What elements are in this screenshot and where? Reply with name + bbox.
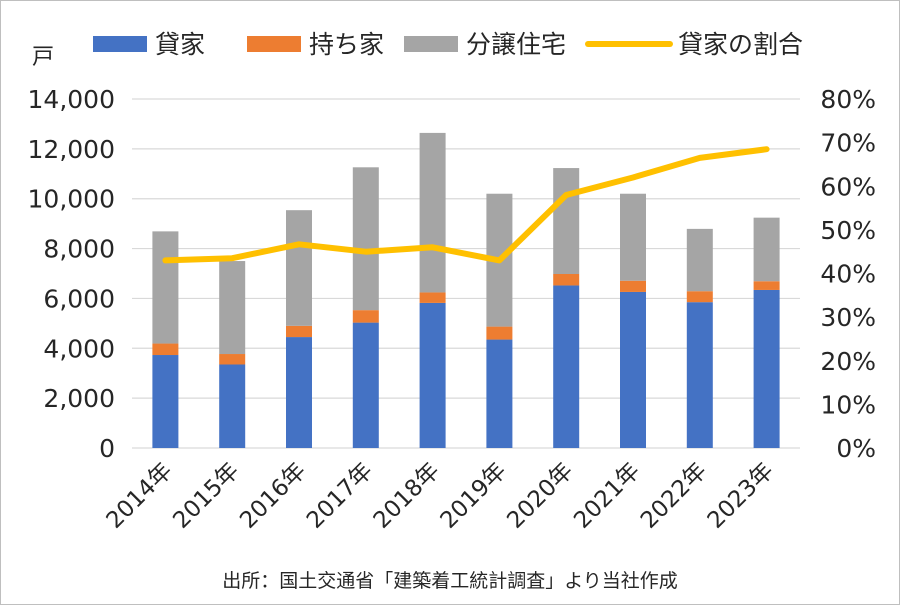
category-label: 2016年 (235, 458, 311, 534)
category-label: 2018年 (369, 458, 445, 534)
bar-segment (753, 289, 780, 448)
y2-tick-label: 70% (820, 129, 876, 158)
bar-segment (419, 132, 446, 293)
y2-tick-label: 40% (820, 260, 876, 289)
bar-segment (419, 292, 446, 303)
legend-swatch (404, 36, 458, 52)
legend: 貸家 持ち家 分譲住宅 貸家の割合 (93, 30, 803, 59)
bar-segment (686, 291, 713, 303)
legend-label: 持ち家 (309, 30, 384, 59)
bar-segment (620, 280, 646, 292)
y-axis-unit: 戸 (32, 45, 54, 70)
legend-swatch (247, 36, 301, 52)
y-tick-label: 6,000 (43, 284, 115, 313)
y2-tick-label: 30% (820, 303, 876, 332)
bar-segment (152, 355, 179, 448)
y-tick-label: 14,000 (28, 85, 115, 114)
y-tick-label: 0 (99, 434, 115, 463)
bar-segment (553, 168, 580, 274)
left-axis: 14,000 12,000 10,000 8,000 6,000 4,000 2,000 0 (28, 85, 115, 463)
right-axis: 80% 70% 60% 50% 40% 30% 20% 10% 0% (820, 85, 876, 463)
y-tick-label: 4,000 (43, 334, 115, 363)
y2-tick-label: 50% (820, 216, 876, 245)
legend-swatch (93, 36, 147, 52)
bar-segment (486, 339, 513, 448)
category-label: 2022年 (636, 458, 712, 534)
y2-tick-label: 0% (836, 434, 876, 463)
category-label: 2021年 (569, 458, 645, 534)
category-label: 2017年 (302, 458, 378, 534)
ratio-line (162, 146, 770, 264)
bar-segment (419, 302, 446, 448)
y-tick-label: 8,000 (43, 235, 115, 264)
y-tick-label: 2,000 (43, 384, 115, 413)
bar-layer (152, 132, 780, 448)
bar-segment (286, 210, 312, 326)
bar-segment (686, 228, 713, 292)
bar-segment (219, 354, 246, 365)
bar-segment (686, 302, 713, 448)
bar-segment (152, 231, 179, 344)
bar-segment (152, 343, 179, 356)
y2-tick-label: 20% (820, 347, 876, 376)
legend-label: 貸家 (155, 30, 205, 59)
source-note: 出所：国土交通省「建築着工統計調査」より当社作成 (222, 570, 678, 592)
y-tick-label: 12,000 (28, 135, 115, 164)
y-tick-label: 10,000 (28, 185, 115, 214)
y2-tick-label: 60% (820, 172, 876, 201)
bar-segment (286, 337, 312, 448)
y2-tick-label: 10% (820, 390, 876, 419)
bar-segment (352, 322, 379, 448)
category-label: 2014年 (102, 458, 178, 534)
bar-segment (352, 310, 379, 323)
category-label: 2015年 (168, 458, 244, 534)
legend-label: 貸家の割合 (678, 30, 803, 59)
bar-segment (219, 364, 246, 448)
category-axis: 2014年2015年2016年2017年2018年2019年2020年2021年… (102, 458, 779, 534)
ratio-line-layer (162, 146, 770, 264)
bar-segment (219, 261, 246, 355)
bar-segment (620, 291, 646, 448)
category-label: 2023年 (703, 458, 779, 534)
legend-label: 分譲住宅 (466, 30, 566, 59)
y2-tick-label: 80% (820, 85, 876, 114)
bar-segment (286, 325, 312, 338)
bar-segment (553, 285, 580, 448)
bar-segment (620, 193, 646, 281)
bar-segment (352, 167, 379, 311)
bar-segment (553, 273, 580, 286)
bar-segment (486, 326, 513, 340)
category-label: 2019年 (436, 458, 512, 534)
bar-segment (753, 281, 780, 290)
category-label: 2020年 (502, 458, 578, 534)
bar-segment (753, 217, 780, 282)
